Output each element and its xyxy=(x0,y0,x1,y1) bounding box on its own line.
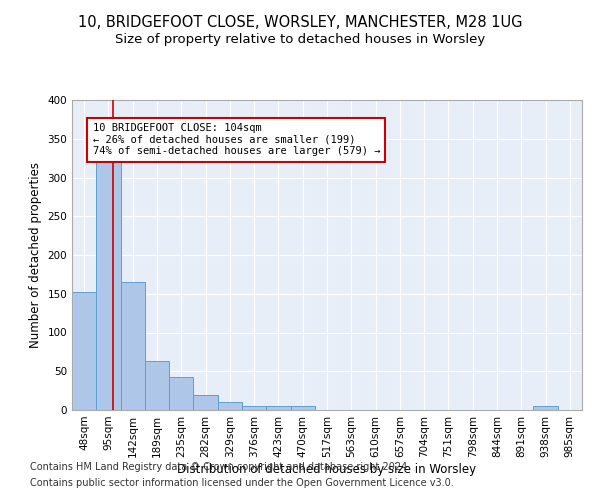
Text: 10 BRIDGEFOOT CLOSE: 104sqm
← 26% of detached houses are smaller (199)
74% of se: 10 BRIDGEFOOT CLOSE: 104sqm ← 26% of det… xyxy=(92,123,380,156)
Bar xyxy=(218,402,242,410)
Y-axis label: Number of detached properties: Number of detached properties xyxy=(29,162,42,348)
Bar xyxy=(242,406,266,410)
Text: 10, BRIDGEFOOT CLOSE, WORSLEY, MANCHESTER, M28 1UG: 10, BRIDGEFOOT CLOSE, WORSLEY, MANCHESTE… xyxy=(78,15,522,30)
Bar xyxy=(193,394,218,410)
Bar xyxy=(145,361,169,410)
Bar xyxy=(169,376,193,410)
Bar xyxy=(96,154,121,410)
Bar xyxy=(290,406,315,410)
Text: Contains public sector information licensed under the Open Government Licence v3: Contains public sector information licen… xyxy=(30,478,454,488)
Text: Size of property relative to detached houses in Worsley: Size of property relative to detached ho… xyxy=(115,32,485,46)
X-axis label: Distribution of detached houses by size in Worsley: Distribution of detached houses by size … xyxy=(178,462,476,475)
Text: Contains HM Land Registry data © Crown copyright and database right 2024.: Contains HM Land Registry data © Crown c… xyxy=(30,462,410,472)
Bar xyxy=(72,292,96,410)
Bar xyxy=(266,406,290,410)
Bar xyxy=(533,406,558,410)
Bar xyxy=(121,282,145,410)
